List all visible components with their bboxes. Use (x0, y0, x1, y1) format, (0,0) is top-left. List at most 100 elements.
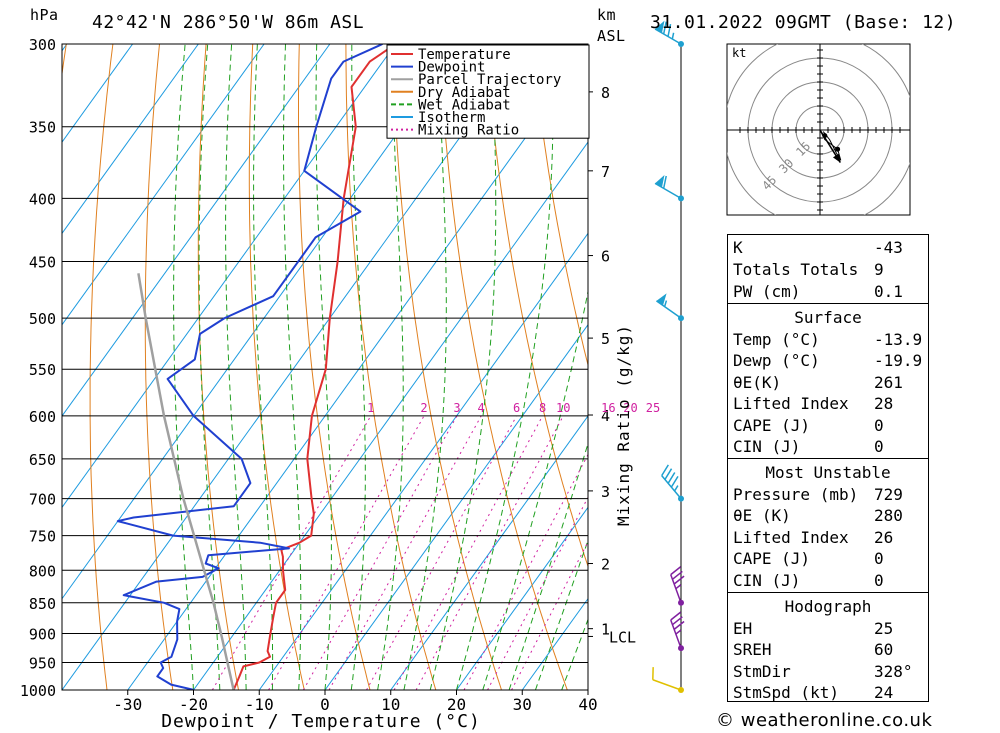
km-tick-label: 8 (601, 84, 610, 102)
surface-dewp-row: Dewp (°C) -19.9 (728, 349, 928, 370)
pressure-tick-label: 450 (29, 254, 56, 272)
pressure-tick-label: 700 (29, 491, 56, 509)
surface-cape-row: CAPE (J) 0 (728, 414, 928, 435)
mixing-ratio-line (328, 415, 482, 690)
wind-barb-pennant (655, 174, 665, 188)
km-unit-label: km (597, 6, 617, 24)
hodograph-end-dot (835, 146, 841, 152)
surface-temp-label: Temp (°C) (733, 330, 820, 349)
k-label: K (733, 238, 743, 257)
temperature-tick-label: 10 (381, 695, 400, 714)
wet-adiabat-line (456, 44, 554, 690)
hodo-title: Hodograph (784, 597, 872, 616)
mu-pressure-value: 729 (874, 485, 903, 504)
storm-motion-arrowhead (832, 153, 841, 163)
isotherm-line (127, 49, 588, 690)
wind-barb-staff (652, 679, 682, 691)
mixing-ratio-label: 2 (420, 401, 427, 415)
asl-unit-label: ASL (597, 27, 626, 45)
wet-adiabat-line (225, 44, 247, 690)
hodograph-section (728, 592, 928, 593)
mu-li-value: 26 (874, 528, 894, 547)
pressure-tick-label: 750 (29, 528, 56, 546)
most-unstable-section (728, 458, 928, 459)
mixing-ratio-label: 4 (478, 401, 485, 415)
isotherm-line (456, 506, 588, 690)
pressure-tick-label: 400 (29, 190, 56, 208)
isotherm-line (62, 44, 199, 235)
parcel-trajectory-line (137, 273, 235, 690)
surface-theta-row: θE(K) 261 (728, 371, 928, 392)
wind-barb-half (671, 32, 675, 40)
indices-table: K -43 Totals Totals 9 PW (cm) 0.1 Surface T… (727, 234, 929, 702)
mixing-ratio-axis-label: Mixing Ratio (g/kg) (614, 324, 633, 526)
mu-cape-label: CAPE (J) (733, 549, 811, 568)
pressure-tick-label: 1000 (20, 682, 56, 700)
mixing-ratio-line (393, 415, 544, 690)
pw-row: PW (cm) 0.1 (728, 280, 928, 301)
isotherm-line (62, 44, 528, 690)
mu-li-label: Lifted Index (733, 528, 849, 547)
stmdir-value: 328° (874, 662, 913, 681)
pressure-tick-label: 300 (29, 36, 56, 54)
stmspd-value: 24 (874, 683, 894, 702)
wind-barb (655, 293, 682, 319)
wind-barb-flag (661, 464, 669, 477)
mu-title: Most Unstable (765, 463, 891, 482)
wind-barb (661, 464, 682, 500)
surface-title-row: Surface (728, 306, 928, 327)
copyright-link[interactable]: © weatheronline.co.uk (716, 710, 933, 731)
wet-adiabat-line (429, 44, 497, 690)
legend-label: Isotherm (418, 110, 485, 126)
wind-barb (670, 566, 685, 604)
mixing-ratio-line (302, 415, 458, 690)
wind-barb-half (663, 300, 668, 307)
wind-barb-flag (662, 175, 667, 189)
isotherm-line (0, 44, 1, 690)
pressure-tick-label: 500 (29, 310, 56, 328)
wind-barb-flag (673, 620, 685, 630)
mu-theta-row: θE (K) 280 (728, 504, 928, 525)
surface-cin-label: CIN (J) (733, 437, 801, 456)
tt-value: 9 (874, 260, 884, 279)
temperature-line (232, 44, 397, 690)
k-value: -43 (874, 238, 903, 257)
legend-label: Mixing Ratio (418, 123, 519, 139)
wind-barb-staff (654, 182, 682, 200)
surface-title: Surface (794, 308, 862, 327)
location-label: 42°42'N 286°50'W 86m ASL (92, 12, 365, 33)
hodograph-unit-label: kt (732, 46, 746, 60)
wind-barb (654, 20, 682, 45)
surface-theta-value: 261 (874, 373, 903, 392)
isotherm-line (324, 323, 588, 690)
mu-pressure-row: Pressure (mb) 729 (728, 483, 928, 504)
dry-adiabat-line (298, 44, 371, 690)
temperature-tick-label: 0 (320, 695, 330, 714)
legend-label: Parcel Trajectory (418, 72, 561, 88)
isotherm-lines (0, 44, 588, 690)
isotherm-line (390, 415, 588, 690)
temperature-tick-label: -20 (179, 695, 208, 714)
km-tick-label: 3 (601, 483, 610, 501)
mu-cape-row: CAPE (J) 0 (728, 547, 928, 568)
sreh-row: SREH 60 (728, 638, 928, 659)
surface-temp-row: Temp (°C) -13.9 (728, 328, 928, 349)
isotherm-line (62, 44, 265, 326)
wet-adiabat-line (508, 441, 588, 690)
wind-barb-flag (667, 472, 676, 484)
temperature-tick-label: 40 (578, 695, 597, 714)
surface-li-label: Lifted Index (733, 394, 849, 413)
wind-barb-flag (662, 21, 667, 35)
pressure-tick-label: 900 (29, 625, 56, 643)
temperature-tick-label: 30 (513, 695, 532, 714)
mixing-ratio-label: 1 (367, 401, 374, 415)
wind-barb (652, 667, 682, 691)
dry-adiabat-line (438, 44, 568, 690)
surface-li-row: Lifted Index 28 (728, 392, 928, 413)
pw-label: PW (cm) (733, 282, 801, 301)
surface-cin-row: CIN (J) 0 (728, 435, 928, 456)
pressure-tick-label: 650 (29, 451, 56, 469)
mixing-ratio-label: 20 (623, 401, 637, 415)
